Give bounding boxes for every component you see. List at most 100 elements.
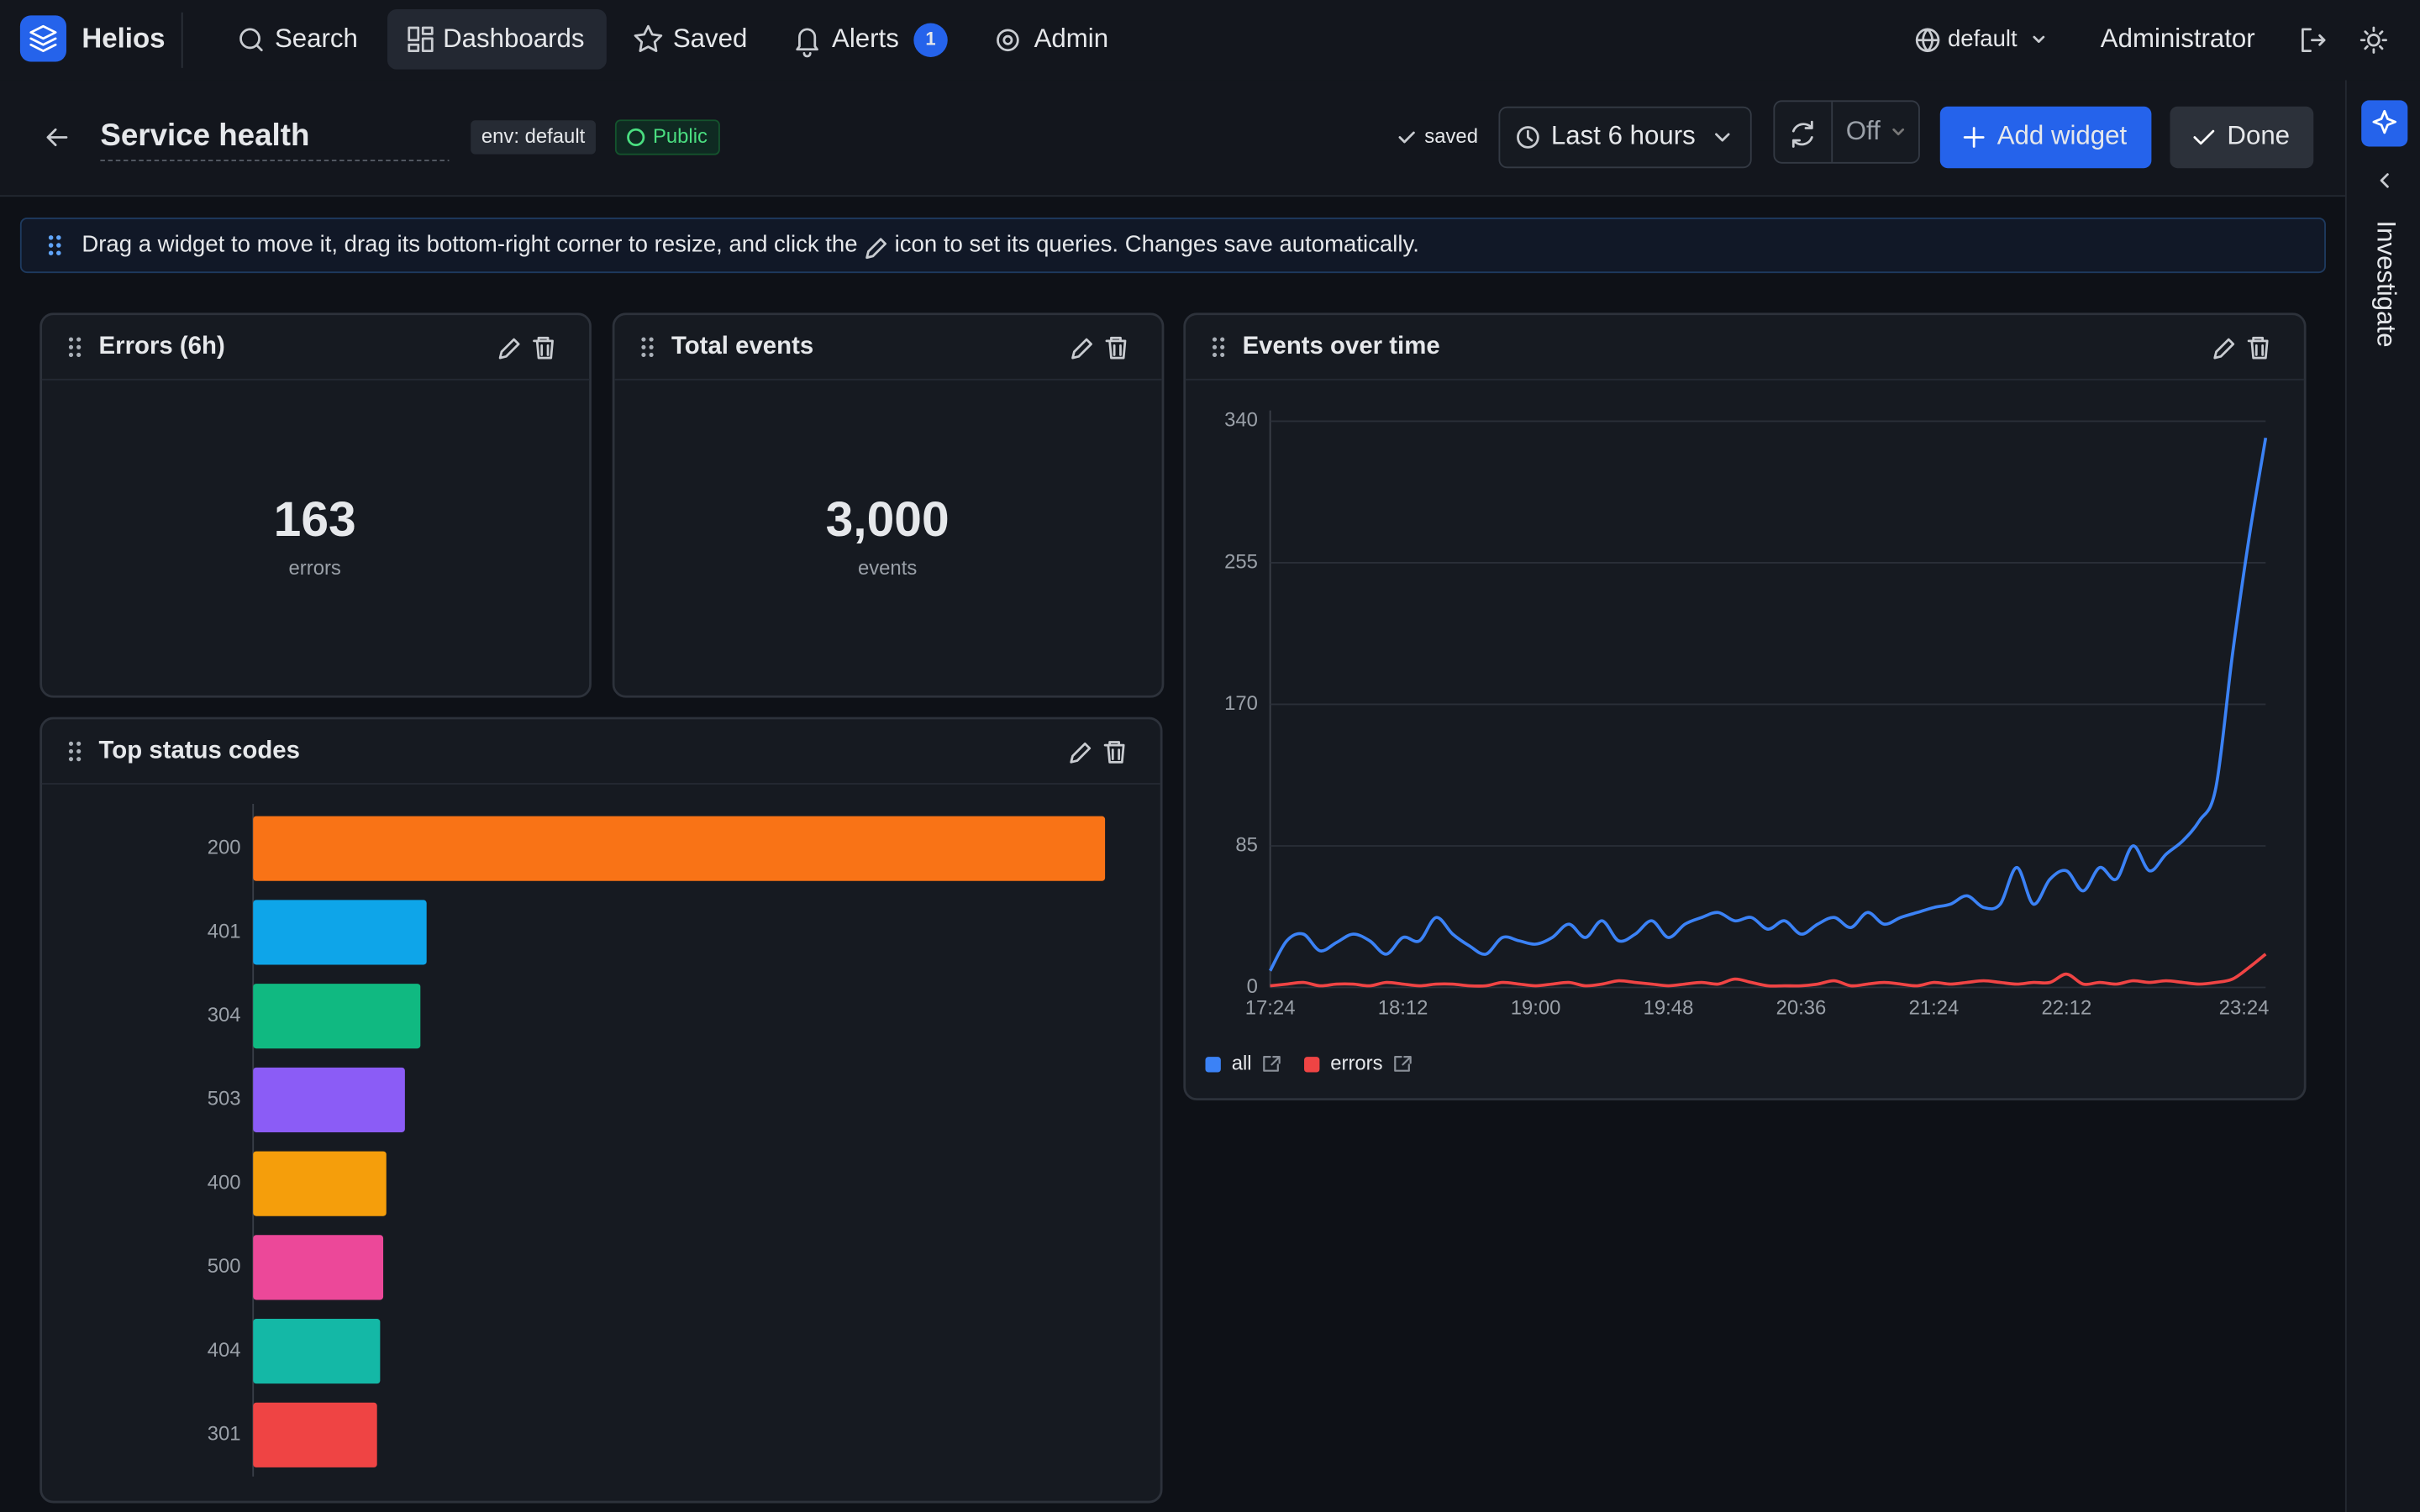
widget-title: Top status codes bbox=[99, 736, 300, 764]
nav-item[interactable]: Dashboards bbox=[443, 24, 584, 53]
legend-label[interactable]: all bbox=[1232, 1053, 1252, 1075]
edit-icon[interactable] bbox=[1070, 742, 1092, 764]
grip-dot bbox=[641, 352, 646, 358]
info-banner bbox=[19, 217, 2326, 274]
grip-dot bbox=[1220, 337, 1225, 342]
sparkle bbox=[2372, 109, 2396, 134]
grip-dot bbox=[68, 757, 74, 762]
save-status: saved bbox=[1424, 125, 1478, 148]
bar bbox=[253, 816, 1106, 881]
legend-swatch bbox=[1304, 1057, 1320, 1073]
nav-item[interactable]: Saved bbox=[673, 24, 748, 53]
y-tick-label: 340 bbox=[1224, 409, 1258, 432]
external-link-icon[interactable] bbox=[1394, 1056, 1412, 1072]
done[interactable]: Done bbox=[2170, 106, 2314, 169]
env-select[interactable]: default bbox=[1915, 25, 2045, 52]
x-tick-label: 23:24 bbox=[2219, 997, 2270, 1020]
grip-dot bbox=[68, 344, 74, 349]
refresh-interval[interactable]: Off bbox=[1846, 116, 1881, 145]
x-tick-label: 18:12 bbox=[1378, 997, 1428, 1020]
stat-unit: errors bbox=[289, 557, 341, 580]
widget bbox=[1183, 312, 2307, 1101]
logout-icon[interactable] bbox=[2302, 28, 2326, 52]
grip-dot bbox=[641, 344, 646, 349]
grip-dot bbox=[76, 344, 82, 349]
dashboard-title[interactable]: Service health bbox=[100, 118, 309, 152]
y-tick-label: 500 bbox=[208, 1255, 241, 1278]
collapse-icon[interactable] bbox=[2380, 173, 2389, 188]
bar bbox=[253, 984, 421, 1049]
bar bbox=[253, 1235, 384, 1300]
grip-dot bbox=[641, 337, 646, 342]
check bbox=[1398, 131, 1415, 144]
stat-unit: events bbox=[858, 557, 917, 580]
add-widget[interactable]: Add widget bbox=[1939, 106, 2152, 169]
grip-dot bbox=[1220, 352, 1225, 358]
grip-dot bbox=[68, 337, 74, 342]
edit-icon[interactable] bbox=[1071, 338, 1092, 360]
y-tick-label: 200 bbox=[208, 837, 241, 859]
bar bbox=[253, 1402, 377, 1467]
y-tick-label: 301 bbox=[208, 1423, 241, 1446]
edit-icon[interactable] bbox=[2213, 338, 2235, 360]
grip-dot bbox=[76, 337, 82, 342]
y-tick-label: 400 bbox=[208, 1171, 241, 1194]
user[interactable]: Administrator bbox=[2101, 24, 2255, 53]
bar bbox=[253, 900, 427, 965]
y-tick-label: 401 bbox=[208, 920, 241, 942]
nav-dashboards[interactable]: Dashboards bbox=[387, 9, 607, 70]
nav-saved[interactable]: Saved bbox=[634, 24, 748, 53]
widget bbox=[39, 312, 592, 698]
delete-icon[interactable] bbox=[2247, 336, 2269, 360]
grip-dot bbox=[68, 741, 74, 746]
x-tick-label: 22:12 bbox=[2042, 997, 2092, 1020]
x-tick-label: 20:36 bbox=[1776, 997, 1827, 1020]
done-text[interactable]: Done bbox=[2227, 121, 2290, 150]
nav-search[interactable]: Search bbox=[239, 24, 358, 53]
public-badge bbox=[614, 119, 720, 155]
grip-dot bbox=[76, 748, 82, 754]
edit-icon[interactable] bbox=[498, 338, 520, 360]
widget-title: Errors (6h) bbox=[99, 332, 225, 360]
nav-item[interactable]: Alerts bbox=[832, 24, 899, 53]
widget bbox=[612, 312, 1165, 698]
add-widget-text[interactable]: Add widget bbox=[1997, 121, 2128, 150]
y-tick-label: 404 bbox=[208, 1339, 241, 1362]
nav-admin[interactable]: Admin bbox=[997, 24, 1108, 53]
back-icon[interactable] bbox=[46, 128, 68, 147]
tag bbox=[471, 120, 596, 155]
grip-dot bbox=[1212, 352, 1218, 358]
nav-item[interactable]: Admin bbox=[1034, 24, 1109, 53]
x-tick-label: 19:00 bbox=[1511, 997, 1561, 1020]
grip-dot bbox=[68, 748, 74, 754]
delete-icon[interactable] bbox=[533, 336, 554, 360]
external-link-icon[interactable] bbox=[1263, 1056, 1281, 1072]
globe bbox=[627, 128, 645, 147]
grip-dot bbox=[649, 352, 654, 358]
time-range[interactable]: Last 6 hours bbox=[1498, 106, 1752, 169]
delete-icon[interactable] bbox=[1105, 336, 1127, 360]
refresh[interactable]: Off bbox=[1773, 100, 1920, 164]
nav-alerts[interactable]: Alerts 1 bbox=[796, 23, 948, 58]
grip-dot bbox=[649, 344, 654, 349]
widgets: Errors (6h) 163 errors Total events 3,000 eve… bbox=[39, 312, 2307, 1504]
ai-button[interactable] bbox=[2361, 100, 2408, 147]
bar bbox=[253, 1319, 381, 1384]
env[interactable]: default bbox=[1948, 25, 2018, 51]
theme-icon[interactable] bbox=[2360, 26, 2387, 54]
legend-label[interactable]: errors bbox=[1330, 1053, 1382, 1075]
grip-dot bbox=[1212, 344, 1218, 349]
tag-text: env: default bbox=[481, 125, 586, 148]
grip bbox=[48, 235, 61, 255]
delete-icon[interactable] bbox=[1103, 741, 1125, 764]
stat-value: 163 bbox=[274, 492, 356, 547]
grip-dot bbox=[1212, 337, 1218, 342]
pencil-icon bbox=[865, 238, 887, 260]
sidebar-label[interactable]: Investigate bbox=[2372, 220, 2402, 347]
nav-item[interactable]: Search bbox=[275, 24, 358, 53]
range[interactable]: Last 6 hours bbox=[1551, 121, 1696, 150]
sidebar bbox=[2345, 80, 2420, 1512]
badge-count: 1 bbox=[925, 29, 935, 50]
